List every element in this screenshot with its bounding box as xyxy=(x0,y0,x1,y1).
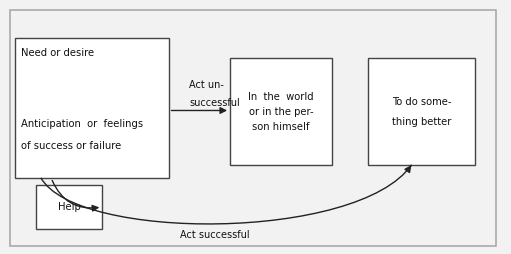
Text: of success or failure: of success or failure xyxy=(21,141,122,151)
Bar xyxy=(368,58,475,165)
Text: thing better: thing better xyxy=(392,117,451,127)
Bar xyxy=(230,58,332,165)
Text: Act un-: Act un- xyxy=(189,80,224,90)
Text: or in the per-: or in the per- xyxy=(249,107,313,117)
Text: To do some-: To do some- xyxy=(392,97,451,107)
Text: Help: Help xyxy=(58,202,80,212)
Text: Anticipation  or  feelings: Anticipation or feelings xyxy=(21,119,144,129)
Text: In  the  world: In the world xyxy=(248,91,314,102)
Text: successful: successful xyxy=(189,98,240,108)
Text: Need or desire: Need or desire xyxy=(21,48,95,58)
Text: Act successful: Act successful xyxy=(180,230,249,240)
Bar xyxy=(36,185,102,229)
Bar xyxy=(15,38,169,178)
Text: son himself: son himself xyxy=(252,122,310,132)
